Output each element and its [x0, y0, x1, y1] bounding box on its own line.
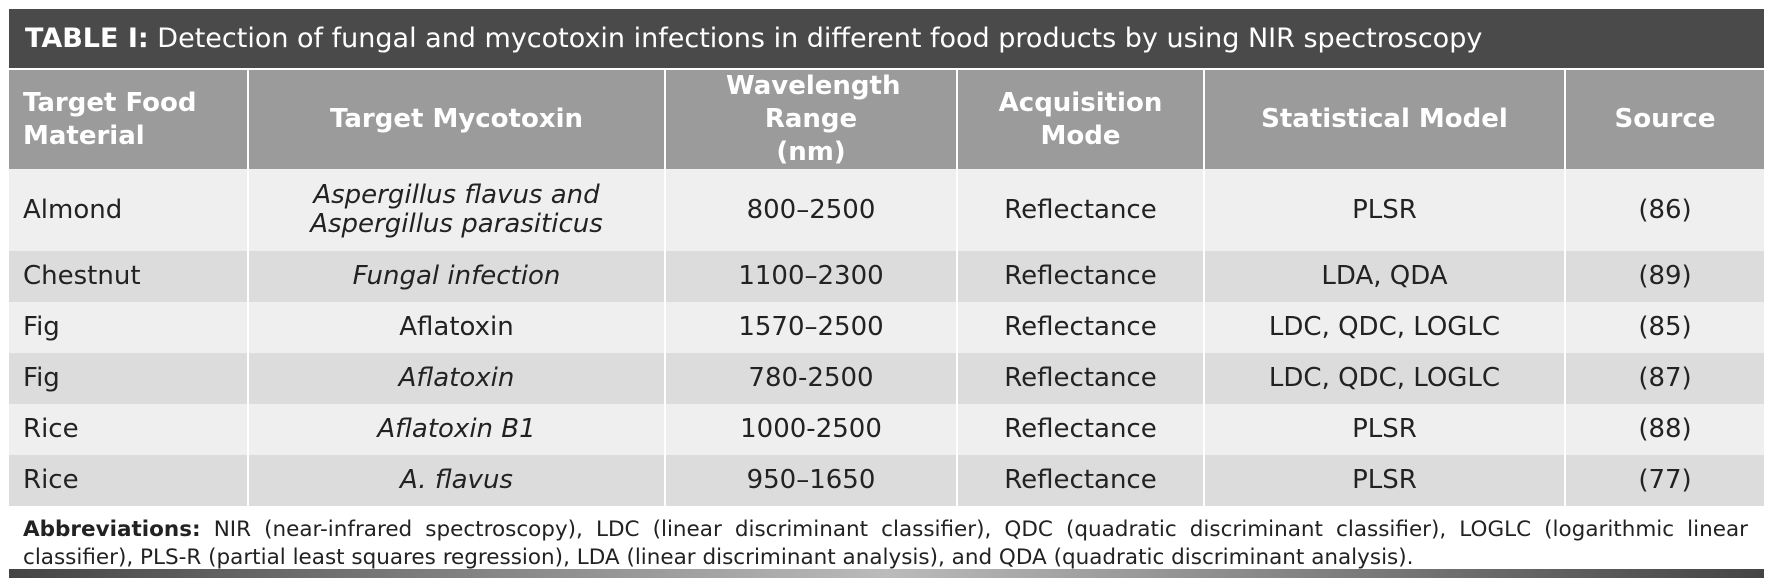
table-cell: PLSR [1203, 455, 1566, 506]
table-cell: Chestnut [9, 251, 249, 302]
table-row: Almond Aspergillus flavus and Aspergillus… [9, 169, 1764, 251]
table-cell: (85) [1564, 302, 1764, 353]
table-cell: Reflectance [956, 455, 1205, 506]
title-bar: TABLE I: Detection of fungal and mycotox… [9, 9, 1764, 68]
table-cell: 800–2500 [664, 169, 958, 251]
table-cell: A. flavus [247, 455, 666, 506]
table-cell: Almond [9, 169, 249, 251]
abbreviations: Abbreviations: NIR (near-infrared spectr… [9, 506, 1764, 572]
abbreviations-label: Abbreviations: [23, 517, 201, 542]
table-cell: PLSR [1203, 404, 1566, 455]
header-cell: Source [1564, 70, 1764, 169]
title-text: Detection of fungal and mycotoxin infect… [157, 23, 1483, 54]
table-cell: Aflatoxin B1 [247, 404, 666, 455]
table-cell: Aflatoxin [247, 353, 666, 404]
table-row: Rice Aflatoxin B1 1000-2500 Reflectance PLSR… [9, 404, 1764, 455]
table-cell: (87) [1564, 353, 1764, 404]
table-cell: LDC, QDC, LOGLC [1203, 302, 1566, 353]
data-table: Target Food Material Target Mycotoxin Wa… [9, 70, 1764, 506]
header-cell: Wavelength Range (nm) [664, 70, 958, 169]
bottom-rule [9, 569, 1764, 578]
table-cell: 1000-2500 [664, 404, 958, 455]
table-cell: 950–1650 [664, 455, 958, 506]
table-cell: Rice [9, 404, 249, 455]
table-cell: Rice [9, 455, 249, 506]
table-cell: Reflectance [956, 169, 1205, 251]
table-row: Fig Aflatoxin 780-2500 Reflectance LDC, QDC,… [9, 353, 1764, 404]
header-cell: Statistical Model [1203, 70, 1566, 169]
table-row: Fig Aflatoxin 1570–2500 Reflectance LDC, QDC… [9, 302, 1764, 353]
table-cell: Reflectance [956, 353, 1205, 404]
table-cell: (89) [1564, 251, 1764, 302]
header-cell: Target Food Material [9, 70, 249, 169]
table-cell: PLSR [1203, 169, 1566, 251]
header-cell: Target Mycotoxin [247, 70, 666, 169]
title-label: TABLE I: [25, 23, 149, 54]
table-cell: 1570–2500 [664, 302, 958, 353]
table-cell: Reflectance [956, 302, 1205, 353]
table-cell: Aspergillus flavus and Aspergillus paras… [247, 169, 666, 251]
table-cell: Fig [9, 353, 249, 404]
table-row: Chestnut Fungal infection 1100–2300 Reflect… [9, 251, 1764, 302]
table-cell: 1100–2300 [664, 251, 958, 302]
table-cell: (86) [1564, 169, 1764, 251]
table-cell: Aflatoxin [247, 302, 666, 353]
table-cell: (88) [1564, 404, 1764, 455]
header-cell: Acquisition Mode [956, 70, 1205, 169]
table-cell: Reflectance [956, 404, 1205, 455]
table-row: Rice A. flavus 950–1650 Reflectance PLSR (77) [9, 455, 1764, 506]
table-cell: (77) [1564, 455, 1764, 506]
table-cell: 780-2500 [664, 353, 958, 404]
table-cell: Reflectance [956, 251, 1205, 302]
table-cell: Fig [9, 302, 249, 353]
header-row: Target Food Material Target Mycotoxin Wa… [9, 70, 1764, 169]
abbreviations-text: NIR (near-infrared spectroscopy), LDC (l… [23, 517, 1748, 570]
table-figure: TABLE I: Detection of fungal and mycotox… [9, 9, 1764, 572]
table-cell: Fungal infection [247, 251, 666, 302]
table-cell: LDA, QDA [1203, 251, 1566, 302]
table-cell: LDC, QDC, LOGLC [1203, 353, 1566, 404]
